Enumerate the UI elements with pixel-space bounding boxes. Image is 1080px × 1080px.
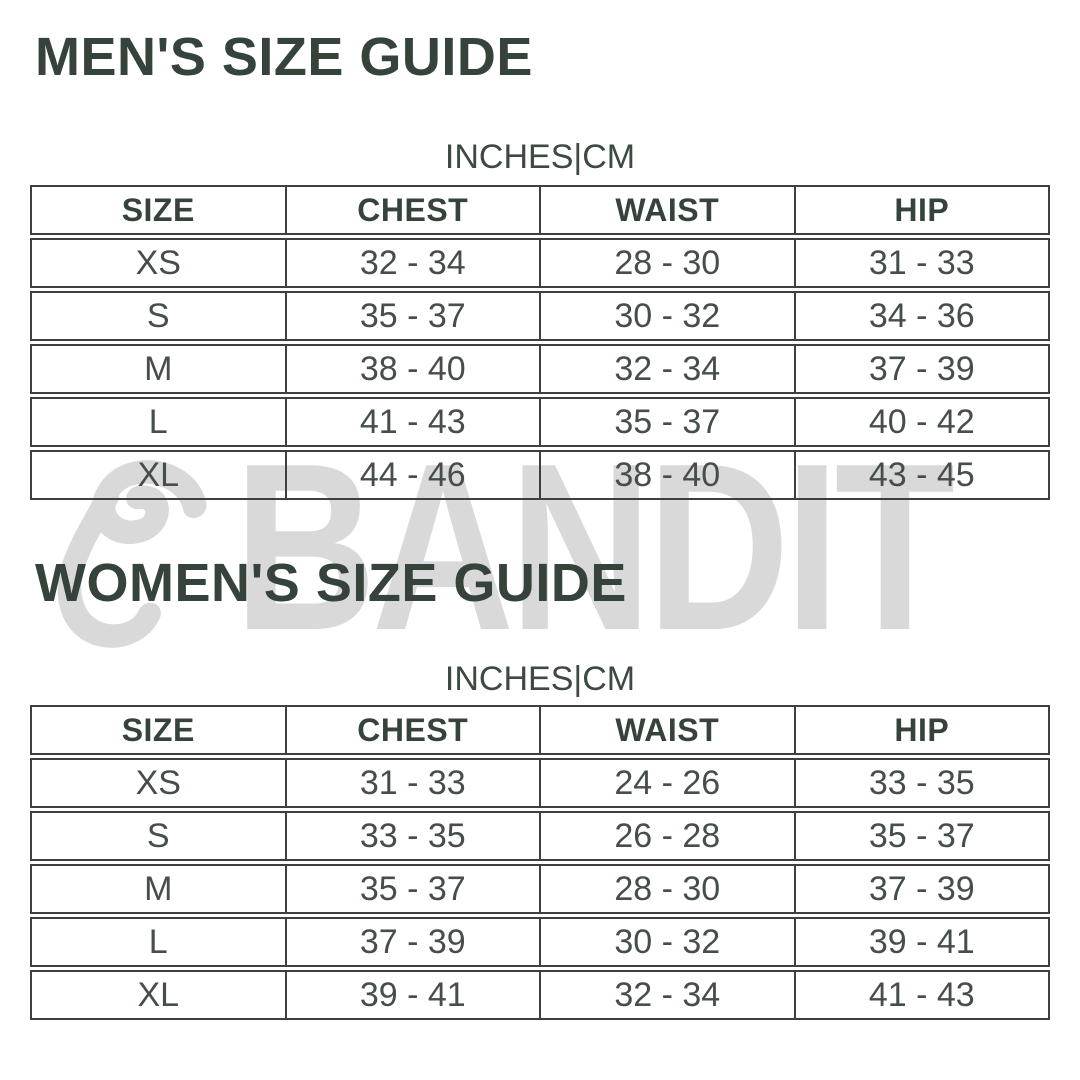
hip-range: 33 - 35 — [793, 760, 1049, 806]
chest-range: 37 - 39 — [284, 919, 540, 965]
column-header-chest: CHEST — [284, 707, 540, 753]
womens-units-label: INCHES|CM — [444, 660, 636, 698]
column-header-waist: WAIST — [539, 187, 794, 233]
chest-range: 31 - 33 — [284, 760, 540, 806]
table-row-m: M 38 - 40 32 - 34 37 - 39 — [30, 344, 1050, 394]
hip-range: 40 - 42 — [793, 399, 1049, 445]
column-header-hip: HIP — [793, 187, 1049, 233]
waist-range: 35 - 37 — [539, 399, 794, 445]
table-row-s: S 35 - 37 30 - 32 34 - 36 — [30, 291, 1050, 341]
table-row-xl: XL 39 - 41 32 - 34 41 - 43 — [30, 970, 1050, 1020]
mens-table-header-row: SIZE CHEST WAIST HIP — [30, 185, 1050, 235]
table-row-l: L 37 - 39 30 - 32 39 - 41 — [30, 917, 1050, 967]
waist-range: 30 - 32 — [539, 293, 794, 339]
womens-guide-title: WOMEN'S SIZE GUIDE — [35, 553, 627, 613]
waist-range: 32 - 34 — [539, 972, 794, 1018]
size-label: XL — [137, 976, 180, 1014]
column-header-size: SIZE — [121, 192, 195, 228]
size-label: M — [144, 350, 173, 388]
table-row-m: M 35 - 37 28 - 30 37 - 39 — [30, 864, 1050, 914]
chest-range: 39 - 41 — [284, 972, 540, 1018]
size-label: S — [146, 817, 170, 855]
waist-range: 24 - 26 — [539, 760, 794, 806]
womens-table-header-row: SIZE CHEST WAIST HIP — [30, 705, 1050, 755]
hip-range: 43 - 45 — [793, 452, 1049, 498]
table-row-xs: XS 32 - 34 28 - 30 31 - 33 — [30, 238, 1050, 288]
table-row-l: L 41 - 43 35 - 37 40 - 42 — [30, 397, 1050, 447]
table-row-xs: XS 31 - 33 24 - 26 33 - 35 — [30, 758, 1050, 808]
size-label: S — [146, 297, 170, 335]
hip-range: 39 - 41 — [793, 919, 1049, 965]
mens-guide-title: MEN'S SIZE GUIDE — [35, 27, 533, 87]
waist-range: 30 - 32 — [539, 919, 794, 965]
size-label: XL — [137, 456, 180, 494]
chest-range: 44 - 46 — [284, 452, 540, 498]
hip-range: 37 - 39 — [793, 346, 1049, 392]
waist-range: 38 - 40 — [539, 452, 794, 498]
size-label: L — [148, 403, 168, 441]
table-row-xl: XL 44 - 46 38 - 40 43 - 45 — [30, 450, 1050, 500]
size-label: M — [144, 870, 173, 908]
size-label: XS — [135, 764, 181, 802]
hip-range: 37 - 39 — [793, 866, 1049, 912]
hip-range: 35 - 37 — [793, 813, 1049, 859]
column-header-hip: HIP — [793, 707, 1049, 753]
chest-range: 32 - 34 — [284, 240, 540, 286]
chest-range: 35 - 37 — [284, 866, 540, 912]
column-header-chest: CHEST — [284, 187, 540, 233]
chest-range: 33 - 35 — [284, 813, 540, 859]
waist-range: 32 - 34 — [539, 346, 794, 392]
chest-range: 35 - 37 — [284, 293, 540, 339]
waist-range: 28 - 30 — [539, 866, 794, 912]
waist-range: 26 - 28 — [539, 813, 794, 859]
waist-range: 28 - 30 — [539, 240, 794, 286]
column-header-size: SIZE — [121, 712, 195, 748]
hip-range: 31 - 33 — [793, 240, 1049, 286]
mens-size-table: SIZE CHEST WAIST HIP XS 32 - 34 28 - 30 … — [30, 185, 1050, 500]
chest-range: 38 - 40 — [284, 346, 540, 392]
size-label: L — [148, 923, 168, 961]
mens-units-label: INCHES|CM — [444, 138, 636, 176]
size-label: XS — [135, 244, 181, 282]
womens-size-table: SIZE CHEST WAIST HIP XS 31 - 33 24 - 26 … — [30, 705, 1050, 1020]
hip-range: 41 - 43 — [793, 972, 1049, 1018]
table-row-s: S 33 - 35 26 - 28 35 - 37 — [30, 811, 1050, 861]
chest-range: 41 - 43 — [284, 399, 540, 445]
column-header-waist: WAIST — [539, 707, 794, 753]
hip-range: 34 - 36 — [793, 293, 1049, 339]
